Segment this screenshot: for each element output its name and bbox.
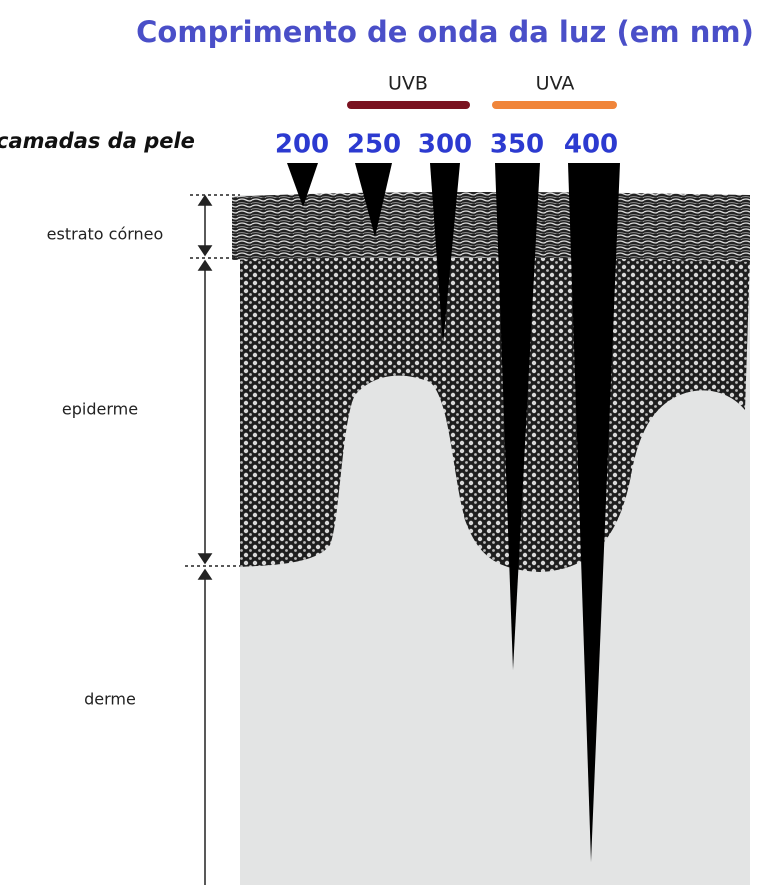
band-label: UVB xyxy=(388,73,428,95)
band-bar xyxy=(492,101,617,109)
epidermis xyxy=(240,258,750,572)
band-bar xyxy=(347,101,470,109)
penetration-cone xyxy=(568,163,620,862)
band-label: UVA xyxy=(536,73,575,95)
penetration-cone xyxy=(355,163,392,237)
penetration-cone xyxy=(495,163,540,670)
wavelength-label: 350 xyxy=(490,130,544,160)
penetration-cone xyxy=(430,163,460,345)
stratum-corneum xyxy=(232,191,750,262)
penetration-cone xyxy=(287,163,318,207)
wavelength-labels: 200 250 300 350 400 xyxy=(275,130,618,160)
title: Comprimento de onda da luz (em nm) xyxy=(136,15,754,49)
layers-heading: camadas da pele xyxy=(0,129,195,153)
wavelength-label: 200 xyxy=(275,130,329,160)
wavelength-label: 400 xyxy=(564,130,618,160)
layer-label: derme xyxy=(84,690,136,709)
wavelength-label: 250 xyxy=(347,130,401,160)
layer-label: epiderme xyxy=(62,400,138,419)
wavelength-label: 300 xyxy=(418,130,472,160)
layer-arrows xyxy=(185,194,240,885)
layer-label: estrato córneo xyxy=(47,225,164,244)
